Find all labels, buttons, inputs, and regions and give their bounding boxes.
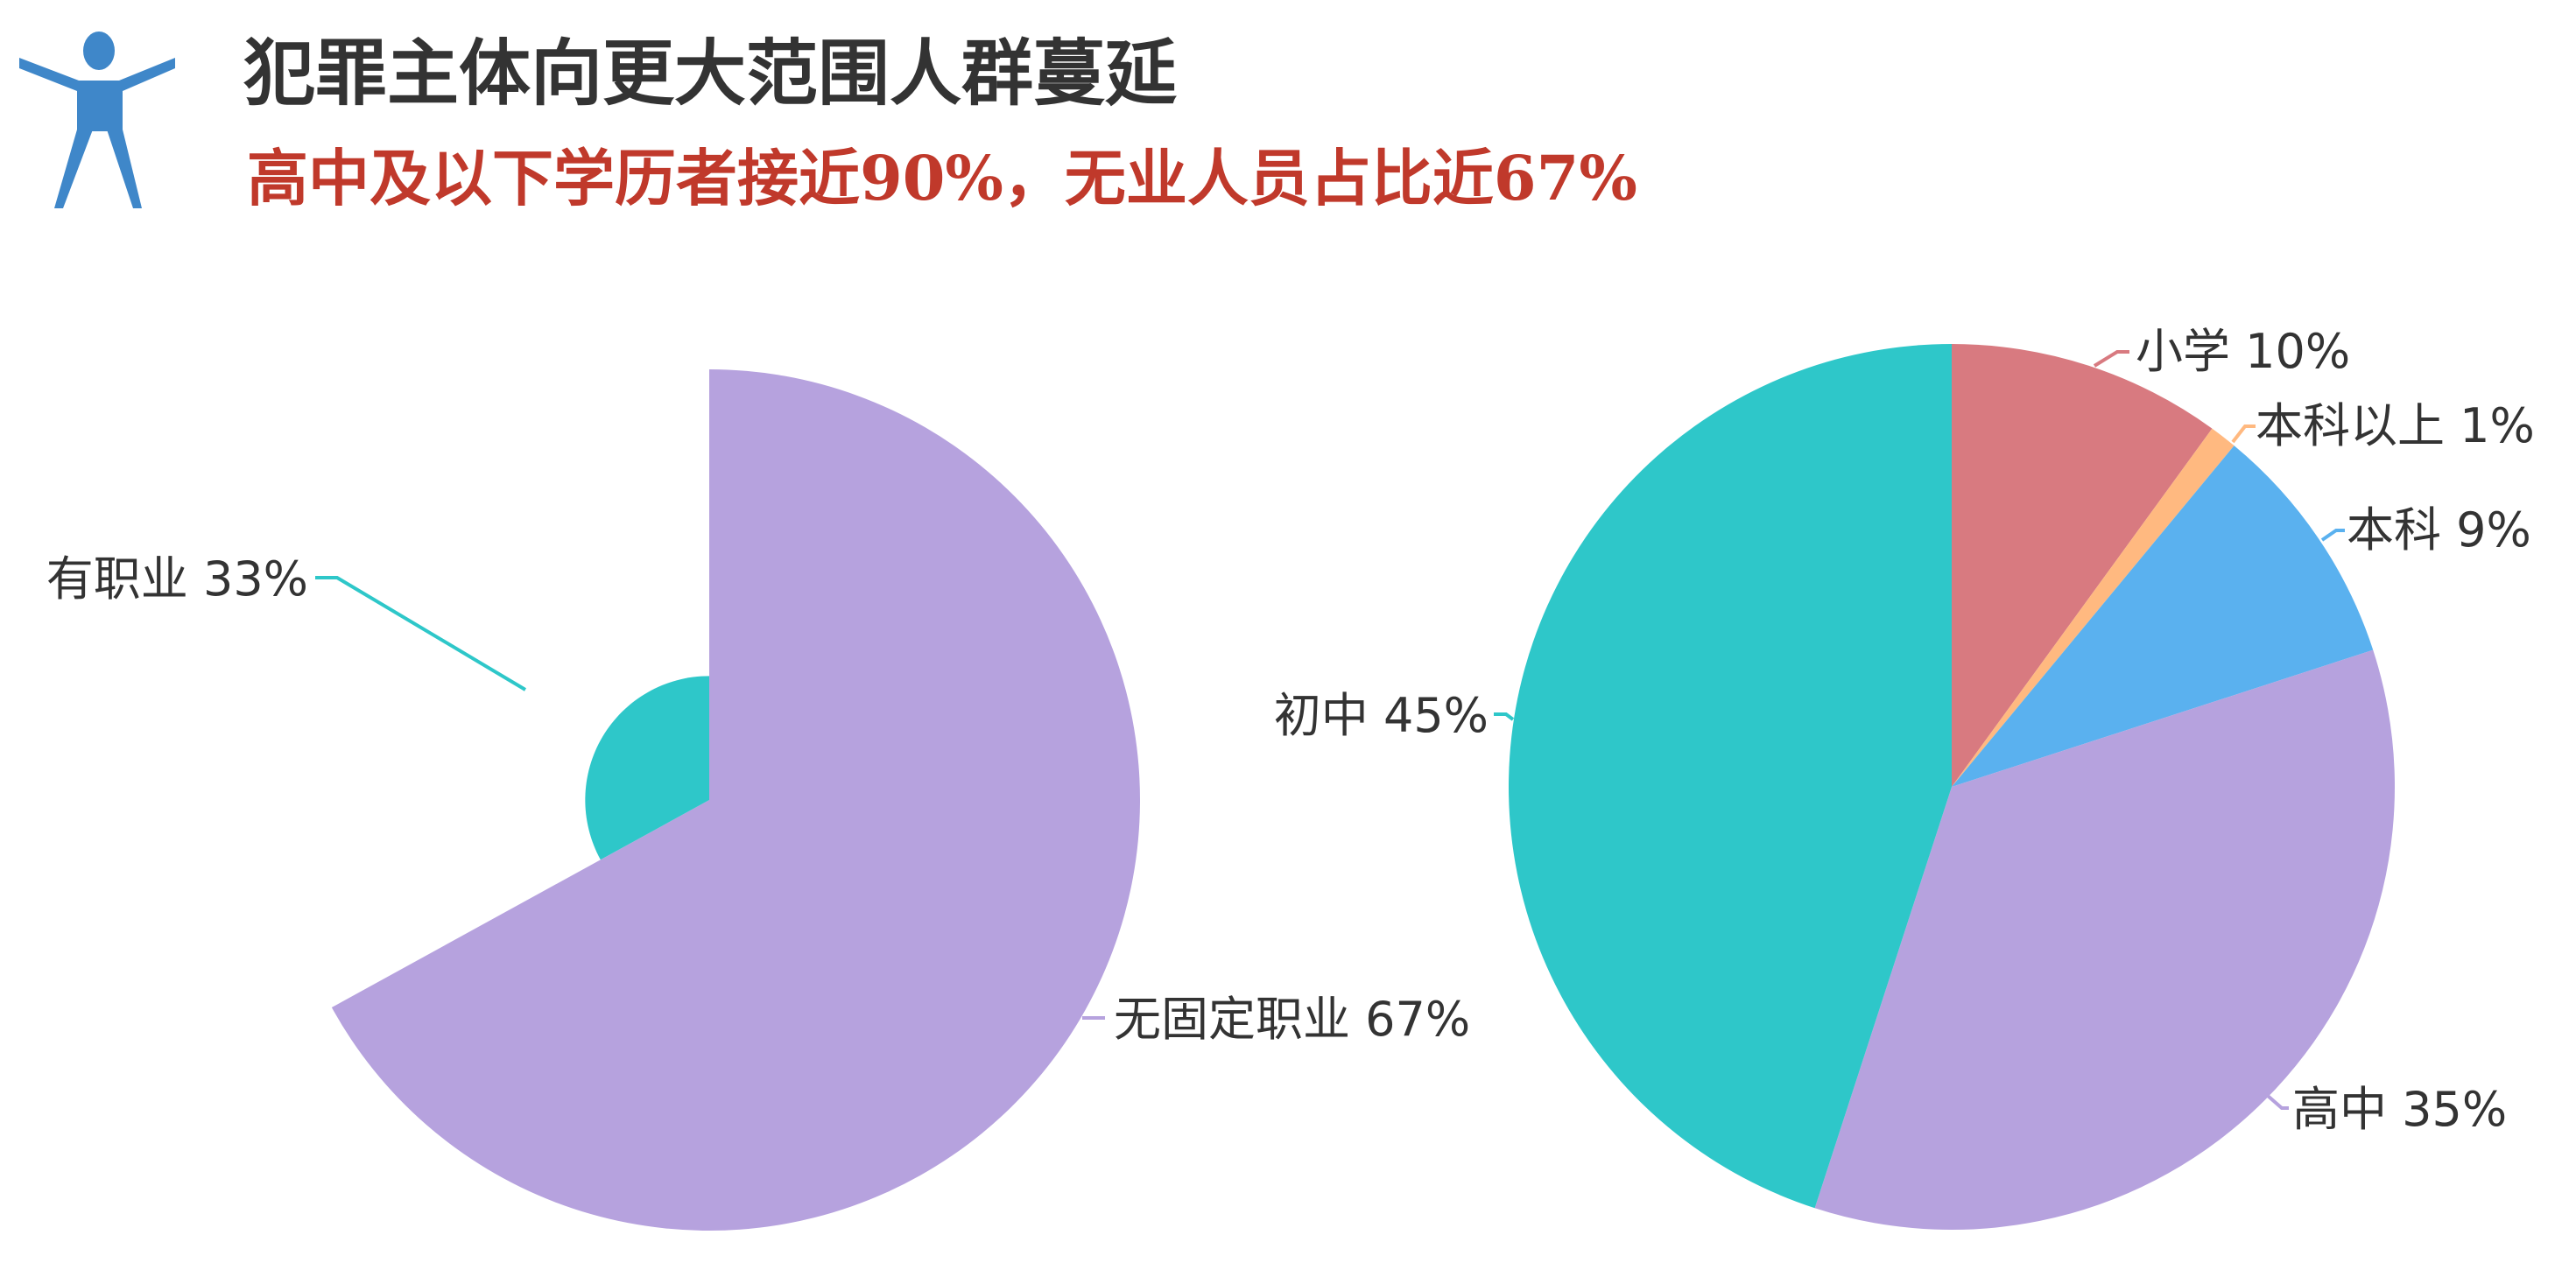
education-pie-chart xyxy=(1509,344,2395,1230)
label-postgrad: 本科以上 1% xyxy=(2256,398,2535,453)
page-subtitle: 高中及以下学历者接近90%，无业人员占比近67% xyxy=(247,142,1637,214)
leader-line-primary xyxy=(2093,350,2129,368)
label-highschool: 高中 35% xyxy=(2292,1082,2507,1137)
slice-无固定职业 xyxy=(331,369,1140,1231)
leader-line-postgrad xyxy=(2231,425,2256,444)
page-title: 犯罪主体向更大范围人群蔓延 xyxy=(243,32,1177,116)
label-bachelor: 本科 9% xyxy=(2347,502,2531,558)
label-unemployed: 无固定职业 67% xyxy=(1114,992,1470,1047)
slice-本科 xyxy=(1952,446,2374,787)
person-icon xyxy=(19,32,175,208)
label-employed: 有职业 33% xyxy=(46,551,308,607)
slice-有职业 xyxy=(585,676,709,860)
slice-高中 xyxy=(1814,649,2395,1230)
leader-line-middleschool xyxy=(1494,712,1515,721)
slice-初中 xyxy=(1509,344,1952,1209)
leader-line-highschool xyxy=(2266,1094,2289,1110)
leader-line-bachelor xyxy=(2320,529,2345,542)
slice-小学 xyxy=(1952,344,2213,787)
label-middleschool: 初中 45% xyxy=(1274,688,1489,743)
label-primary: 小学 10% xyxy=(2136,324,2350,379)
slice-本科以上 xyxy=(1952,428,2235,787)
occupation-rose-chart xyxy=(331,369,1140,1231)
leader-line-employed xyxy=(315,576,527,691)
